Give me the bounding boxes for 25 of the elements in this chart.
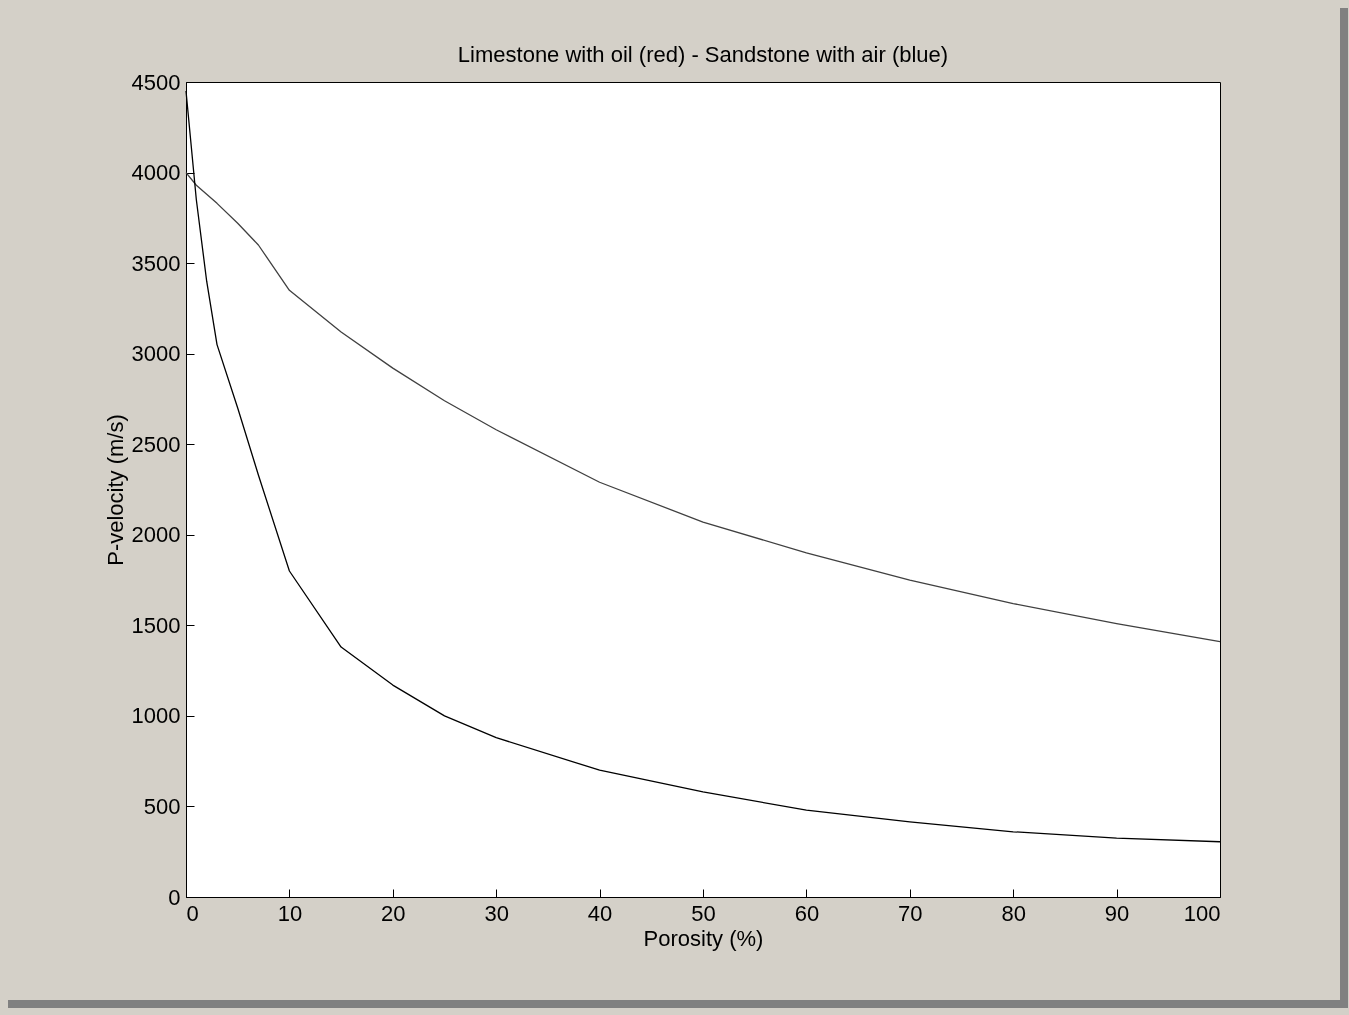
y-tick-label: 2500 (131, 431, 181, 457)
x-tick-label: 20 (381, 900, 406, 926)
x-tick-label: 0 (186, 900, 199, 926)
x-tick-label: 70 (898, 900, 923, 926)
y-tick-label: 3000 (131, 341, 181, 367)
x-tick-label: 60 (794, 900, 820, 926)
x-tick-label: 100 (1183, 900, 1221, 926)
y-axis-title: P-velocity (m/s) (102, 414, 128, 566)
x-tick-label: 80 (1001, 900, 1026, 926)
x-tick-label: 50 (691, 900, 716, 926)
y-tick-label: 3500 (131, 250, 181, 276)
x-axis-title: Porosity (%) (643, 925, 764, 951)
y-tick-label: 1500 (131, 612, 181, 638)
y-tick-label: 4500 (131, 69, 181, 95)
y-tick-label: 4000 (131, 160, 181, 186)
x-tick-label: 10 (277, 900, 303, 926)
chart-title: Limestone with oil (red) - Sandstone with air (blue) (457, 42, 949, 67)
y-tick-label: 1000 (131, 703, 181, 729)
y-tick-label: 500 (143, 793, 181, 819)
line-series (185, 171, 1221, 643)
x-tick-label: 90 (1104, 900, 1130, 926)
y-tick-label: 0 (168, 884, 181, 910)
x-tick-label: 30 (484, 900, 509, 926)
x-tick-label: 40 (587, 900, 613, 926)
y-tick-label: 2000 (131, 522, 181, 548)
